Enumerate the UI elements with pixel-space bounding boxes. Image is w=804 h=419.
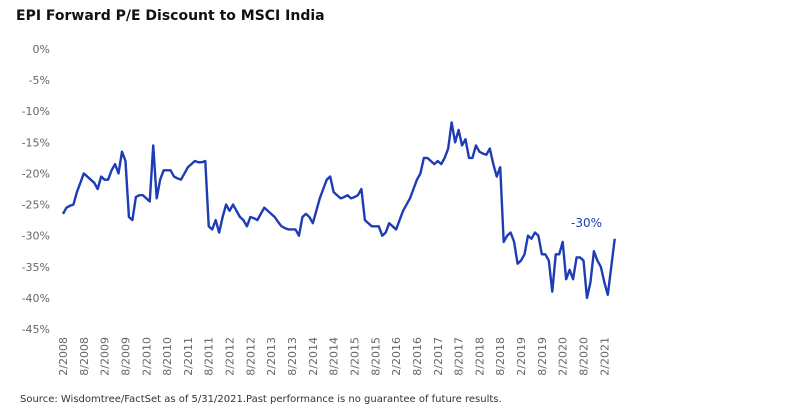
x-tick-label: 2/2020 xyxy=(557,337,570,376)
x-tick-label: 8/2016 xyxy=(411,337,424,376)
y-tick-label: 0% xyxy=(33,43,50,56)
x-tick-label: 8/2011 xyxy=(203,337,216,376)
x-tick-label: 2/2015 xyxy=(348,337,361,376)
x-tick-label: 8/2019 xyxy=(536,337,549,376)
annotation: -30% xyxy=(571,216,602,230)
y-tick-label: -45% xyxy=(22,323,50,336)
source-note: Source: Wisdomtree/FactSet as of 5/31/20… xyxy=(20,394,502,405)
x-tick-label: 2/2008 xyxy=(57,337,70,376)
y-tick-label: -5% xyxy=(29,74,50,87)
y-tick-label: -35% xyxy=(22,261,50,274)
x-tick-label: 8/2008 xyxy=(78,337,91,376)
y-tick-label: -10% xyxy=(22,105,50,118)
x-tick-label: 8/2013 xyxy=(286,337,299,376)
x-tick-label: 8/2014 xyxy=(328,337,341,376)
y-tick-label: -15% xyxy=(22,136,50,149)
data-line xyxy=(61,121,616,300)
x-tick-label: 2/2009 xyxy=(99,337,112,376)
x-tick-label: 8/2015 xyxy=(369,337,382,376)
x-tick-label: 8/2018 xyxy=(494,337,507,376)
x-tick-label: 8/2012 xyxy=(244,337,257,376)
x-tick-label: 8/2010 xyxy=(161,337,174,376)
chart-title: EPI Forward P/E Discount to MSCI India xyxy=(16,8,325,24)
y-tick-label: -20% xyxy=(22,167,50,180)
x-tick-label: 2/2017 xyxy=(432,337,445,376)
x-tick-label: 8/2017 xyxy=(453,337,466,376)
y-tick-label: -30% xyxy=(22,230,50,243)
x-tick-label: 2/2010 xyxy=(140,337,153,376)
x-tick-label: 2/2011 xyxy=(182,337,195,376)
x-tick-label: 2/2019 xyxy=(515,337,528,376)
x-tick-label: 8/2009 xyxy=(119,337,132,376)
x-tick-label: 2/2013 xyxy=(265,337,278,376)
y-tick-label: -40% xyxy=(22,292,50,305)
x-tick-label: 8/2020 xyxy=(578,337,591,376)
x-tick-label: 2/2014 xyxy=(307,337,320,376)
x-tick-label: 2/2021 xyxy=(598,337,611,376)
x-tick-label: 2/2016 xyxy=(390,337,403,376)
y-tick-label: -25% xyxy=(22,199,50,212)
x-tick-label: 2/2012 xyxy=(224,337,237,376)
x-tick-label: 2/2018 xyxy=(473,337,486,376)
